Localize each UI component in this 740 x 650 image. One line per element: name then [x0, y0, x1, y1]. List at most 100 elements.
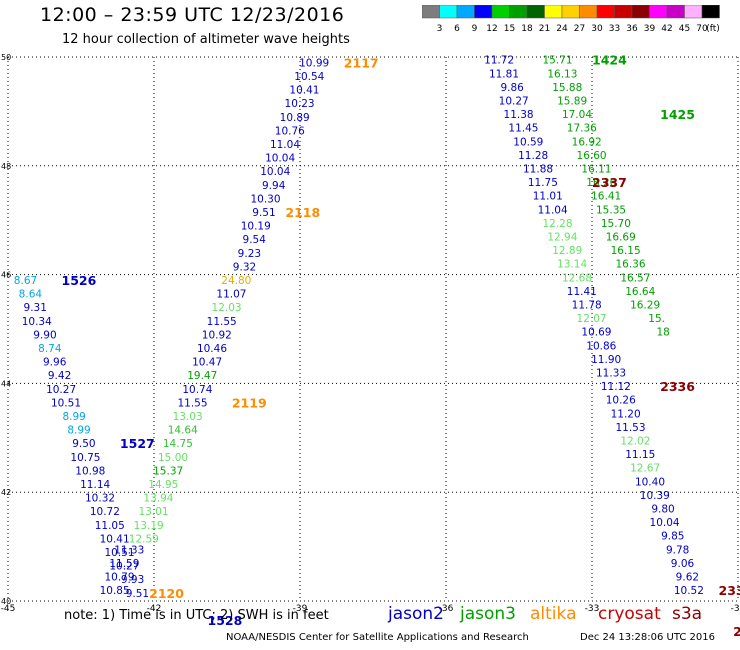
- lon-tick-label: -36: [439, 604, 454, 614]
- wave-height-value: 11.55: [177, 397, 207, 409]
- wave-height-value: 14.95: [148, 479, 178, 491]
- wave-height-value: 8.64: [19, 289, 43, 301]
- wave-height-value: 15.35: [596, 204, 626, 216]
- wave-height-value: 13.19: [134, 520, 164, 532]
- wave-height-value: 12.03: [212, 302, 242, 314]
- wave-height-value: 13.94: [143, 493, 173, 505]
- wave-height-value: 16.64: [625, 286, 655, 298]
- generated-timestamp: Dec 24 13:28:06 UTC 2016: [580, 632, 715, 643]
- wave-height-value: 8.99: [62, 411, 85, 423]
- wave-height-value: 9.86: [500, 82, 524, 94]
- wave-height-value: 9.31: [24, 302, 47, 314]
- wave-height-value: 11.05: [95, 520, 125, 532]
- wave-height-value: 10.39: [640, 490, 670, 502]
- wave-height-value: 13.03: [173, 411, 203, 423]
- track-time-label: 2118: [285, 205, 320, 220]
- wave-height-value: 9.94: [262, 180, 286, 192]
- wave-height-value: 10.72: [90, 506, 120, 518]
- track-time-label: 2117: [344, 55, 379, 70]
- wave-height-value: 16.29: [630, 300, 660, 312]
- wave-height-value: 15.71: [542, 55, 572, 67]
- color-scale-bar: 3 6 9 12 15 18 21 24 27 30 33 36 39 42 45 70(ft): [422, 5, 720, 34]
- wave-height-value: 9.85: [661, 531, 684, 543]
- wave-height-value: 12.07: [577, 313, 607, 325]
- wave-height-value: 11.01: [533, 191, 563, 203]
- scale-label: 27: [574, 24, 585, 34]
- wave-height-value: 12.28: [542, 218, 572, 230]
- wave-height-value: 9.51: [126, 588, 149, 600]
- lat-tick-label: 42: [1, 488, 11, 497]
- wave-height-value: 11.75: [528, 177, 558, 189]
- wave-height-value: 11.45: [508, 123, 538, 135]
- lon-tick-label: -45: [1, 604, 16, 614]
- wave-height-value: 13.14: [557, 259, 587, 271]
- wave-height-value: 16.13: [547, 68, 577, 80]
- wave-height-value: 16.15: [611, 245, 641, 257]
- track-time-label: 2120: [149, 586, 184, 601]
- wave-height-value: 10.04: [265, 153, 295, 165]
- wave-height-value: 10.98: [75, 465, 105, 477]
- lat-tick-label: 46: [1, 271, 11, 280]
- wave-height-value: 8.67: [14, 275, 37, 287]
- lat-tick-label: 40: [1, 597, 11, 606]
- wave-height-value: 10.30: [250, 193, 280, 205]
- wave-height-value: 10.59: [513, 136, 543, 148]
- track-time-label: 1526: [62, 273, 97, 288]
- wave-height-value: 10.34: [22, 316, 52, 328]
- track-time-label: 23: [733, 624, 740, 639]
- wave-height-value: 9.62: [676, 572, 699, 584]
- wave-height-value: 11.20: [611, 408, 641, 420]
- scale-label: 39: [644, 24, 656, 34]
- wave-height-value: 11.15: [625, 449, 655, 461]
- wave-height-value: 10.75: [70, 452, 100, 464]
- wave-height-value: 11.88: [523, 164, 553, 176]
- wave-height-value: 9.32: [233, 261, 256, 273]
- wave-height-value: 10.86: [586, 340, 616, 352]
- track-time-label: 1424: [592, 53, 627, 68]
- wave-height-value: 16.57: [620, 272, 650, 284]
- wave-height-value: 15.89: [557, 96, 587, 108]
- wave-height-value: 12.67: [630, 463, 660, 475]
- wave-height-value: 15.88: [552, 82, 582, 94]
- wave-height-value: 12.94: [547, 232, 577, 244]
- scale-label: 18: [521, 24, 533, 34]
- track-time-label: 2336: [660, 379, 695, 394]
- scale-label: 15: [504, 24, 515, 34]
- wave-height-value: 11.72: [484, 55, 514, 67]
- lon-tick-label: -33: [585, 604, 600, 614]
- scale-label: 9: [472, 24, 478, 34]
- page-title: 12:00 – 23:59 UTC 12/23/2016: [40, 4, 345, 26]
- wave-height-value: 11.33: [114, 544, 144, 556]
- wave-height-value: 9.42: [48, 370, 71, 382]
- wave-height-value: 13.01: [139, 506, 169, 518]
- scale-swatch: [701, 5, 720, 19]
- scale-label: 3: [437, 24, 443, 34]
- credit-line: NOAA/NESDIS Center for Satellite Applica…: [226, 632, 529, 643]
- wave-height-value: 10.27: [46, 384, 76, 396]
- wave-height-value: 11.04: [270, 139, 300, 151]
- wave-height-value: 10.51: [104, 547, 134, 559]
- scale-label: 33: [609, 24, 620, 34]
- legend-s3a: s3a: [672, 604, 703, 624]
- scale-label: 45: [679, 24, 690, 34]
- wave-height-value: 10.52: [674, 585, 704, 597]
- wave-height-value: 10.79: [104, 572, 134, 584]
- wave-height-value: 10.41: [100, 533, 130, 545]
- wave-height-value: 11.04: [538, 204, 568, 216]
- scale-label: 42: [661, 24, 672, 34]
- wave-height-value: 9.93: [121, 574, 144, 586]
- lat-tick-label: 48: [1, 162, 11, 171]
- wave-height-value: 10.69: [581, 327, 611, 339]
- wave-height-value: 11.14: [80, 479, 110, 491]
- wave-height-value: 9.50: [72, 438, 95, 450]
- wave-height-value: 11.12: [601, 381, 631, 393]
- wave-height-value: 10.27: [109, 561, 139, 573]
- wave-height-value: 16.69: [606, 232, 636, 244]
- wave-height-value: 16.36: [615, 259, 645, 271]
- wave-height-value: 10.41: [289, 85, 319, 97]
- wave-height-value: 10.32: [85, 493, 115, 505]
- track-time-label: 2337: [592, 175, 627, 190]
- wave-height-value: 15.37: [153, 465, 183, 477]
- wave-height-value: 9.80: [651, 504, 674, 516]
- wave-height-value: 16.41: [591, 191, 621, 203]
